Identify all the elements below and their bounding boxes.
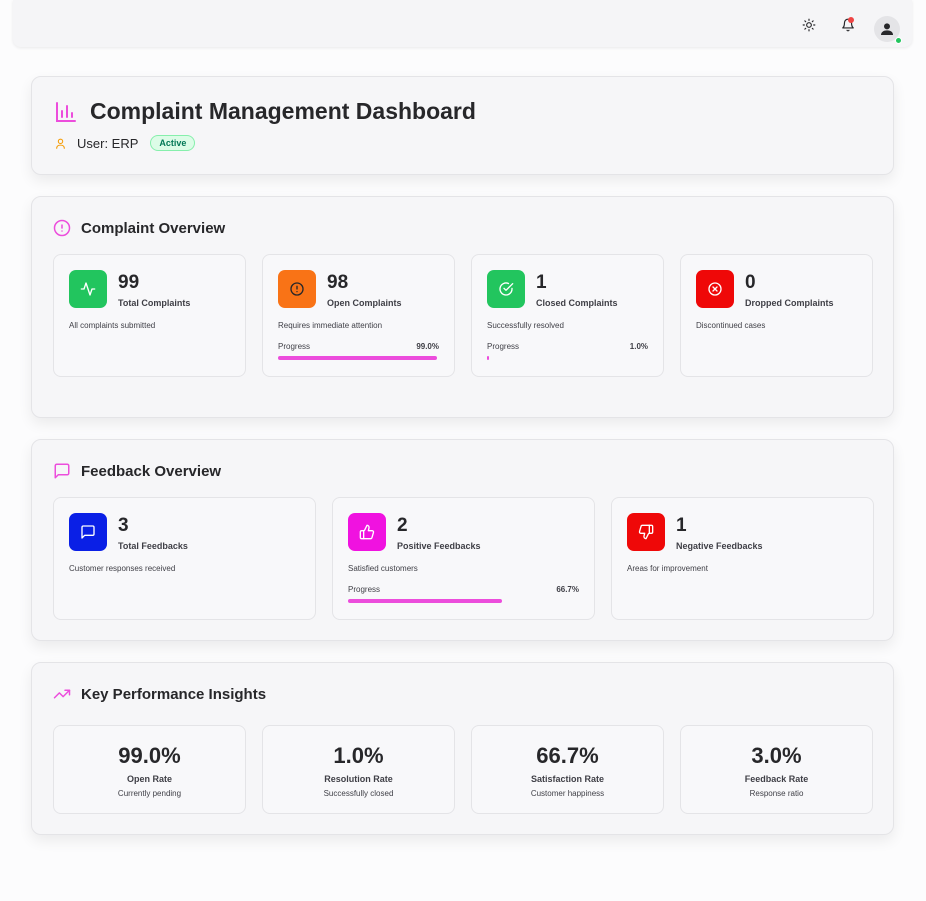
progress-label: Progress — [278, 342, 311, 351]
progress-value: 66.7% — [556, 585, 579, 594]
stat-value: 2 — [397, 515, 408, 536]
stat-icon-box — [696, 270, 734, 308]
sun-icon — [802, 18, 816, 32]
stat-icon-box — [348, 513, 386, 551]
kpi-value: 66.7% — [536, 743, 599, 768]
kpi-card-resolution-rate: 1.0% Resolution Rate Successfully closed — [262, 725, 455, 814]
alert-circle-icon — [290, 282, 304, 296]
message-square-icon — [54, 463, 70, 479]
kpi-value: 99.0% — [118, 743, 181, 768]
stat-value: 98 — [327, 272, 349, 293]
stat-value: 0 — [745, 272, 756, 293]
stat-label: Closed Complaints — [536, 298, 618, 308]
x-circle-icon — [708, 282, 722, 296]
stat-icon-box — [627, 513, 665, 551]
kpi-description: Customer happiness — [530, 789, 605, 798]
stat-description: All complaints submitted — [69, 321, 156, 330]
feedback-overview-header: Feedback Overview — [53, 462, 221, 480]
stat-description: Discontinued cases — [696, 321, 766, 330]
progress-value: 99.0% — [416, 342, 439, 351]
stat-card-total-complaints: 99 Total Complaints All complaints submi… — [53, 254, 246, 377]
top-bar — [13, 0, 912, 47]
stat-label: Positive Feedbacks — [397, 541, 481, 551]
kpi-description: Successfully closed — [323, 789, 394, 798]
stat-value: 3 — [118, 515, 129, 536]
user-icon — [56, 138, 65, 149]
progress-label: Progress — [487, 342, 520, 351]
stat-card-dropped-complaints: 0 Dropped Complaints Discontinued cases — [680, 254, 873, 377]
kpi-value: 1.0% — [333, 743, 384, 768]
kpi-card-feedback-rate: 3.0% Feedback Rate Response ratio — [680, 725, 873, 814]
stat-description: Customer responses received — [69, 564, 176, 573]
kpi-label: Satisfaction Rate — [530, 774, 605, 784]
stat-value: 99 — [118, 272, 140, 293]
thumbs-up-icon — [359, 524, 375, 540]
kpi-panel: Key Performance Insights 99.0% Open Rate… — [31, 662, 894, 835]
kpi-label: Resolution Rate — [324, 774, 393, 784]
section-title: Complaint Overview — [81, 219, 226, 237]
progress-bar — [348, 599, 579, 603]
progress-label: Progress — [348, 585, 381, 594]
stat-description: Requires immediate attention — [278, 321, 383, 330]
theme-toggle-button[interactable] — [796, 12, 822, 38]
notifications-button[interactable] — [835, 12, 861, 38]
kpi-header: Key Performance Insights — [53, 685, 266, 703]
thumbs-down-icon — [638, 524, 654, 540]
stat-card-positive-feedbacks: 2 Positive Feedbacks Satisfied customers… — [332, 497, 595, 620]
stat-card-open-complaints: 98 Open Complaints Requires immediate at… — [262, 254, 455, 377]
dashboard-title-row: Complaint Management Dashboard — [54, 98, 476, 125]
message-square-icon — [81, 525, 95, 539]
dashboard-header-panel: Complaint Management Dashboard User: ERP… — [31, 76, 894, 175]
trending-up-icon — [53, 689, 71, 699]
progress-fill — [487, 356, 489, 360]
online-status-dot — [895, 37, 902, 44]
stat-label: Dropped Complaints — [745, 298, 834, 308]
progress-bar — [487, 356, 648, 360]
kpi-description: Response ratio — [749, 789, 804, 798]
stat-label: Negative Feedbacks — [676, 541, 763, 551]
check-circle-icon — [499, 282, 514, 296]
kpi-label: Feedback Rate — [744, 774, 809, 784]
stat-label: Open Complaints — [327, 298, 402, 308]
kpi-label: Open Rate — [126, 774, 172, 784]
stat-card-total-feedbacks: 3 Total Feedbacks Customer responses rec… — [53, 497, 316, 620]
stat-description: Successfully resolved — [487, 321, 564, 330]
complaint-overview-panel: Complaint Overview 99 Total Complaints A… — [31, 196, 894, 418]
stat-value: 1 — [676, 515, 687, 536]
stat-label: Total Complaints — [118, 298, 191, 308]
activity-icon — [80, 282, 96, 296]
stat-label: Total Feedbacks — [118, 541, 188, 551]
stat-description: Areas for improvement — [627, 564, 708, 573]
progress-fill — [348, 599, 503, 603]
user-avatar-button[interactable] — [874, 16, 902, 44]
stat-icon-box — [487, 270, 525, 308]
stat-icon-box — [69, 270, 107, 308]
kpi-value: 3.0% — [751, 743, 802, 768]
stat-card-negative-feedbacks: 1 Negative Feedbacks Areas for improveme… — [611, 497, 874, 620]
alert-circle-icon — [53, 219, 71, 237]
stat-description: Satisfied customers — [348, 564, 418, 573]
progress-bar — [278, 356, 439, 360]
stat-value: 1 — [536, 272, 547, 293]
complaint-overview-header: Complaint Overview — [53, 219, 225, 237]
progress-fill — [278, 356, 438, 360]
stat-icon-box — [278, 270, 316, 308]
section-title: Feedback Overview — [81, 462, 222, 480]
stat-icon-box — [69, 513, 107, 551]
stat-card-closed-complaints: 1 Closed Complaints Successfully resolve… — [471, 254, 664, 377]
status-badge: Active — [150, 135, 196, 151]
kpi-description: Currently pending — [117, 789, 182, 798]
user-info-row: User: ERP Active — [54, 135, 196, 151]
kpi-card-open-rate: 99.0% Open Rate Currently pending — [53, 725, 246, 814]
topbar-actions — [796, 16, 902, 44]
user-avatar-icon — [881, 23, 893, 35]
kpi-card-satisfaction-rate: 66.7% Satisfaction Rate Customer happine… — [471, 725, 664, 814]
bar-chart-icon — [56, 101, 76, 122]
feedback-overview-panel: Feedback Overview 3 Total Feedbacks Cust… — [31, 439, 894, 641]
section-title: Key Performance Insights — [81, 685, 267, 703]
page-title: Complaint Management Dashboard — [90, 98, 476, 124]
progress-value: 1.0% — [629, 342, 648, 351]
notification-dot — [848, 17, 854, 23]
user-label: User: ERP — [77, 135, 139, 151]
